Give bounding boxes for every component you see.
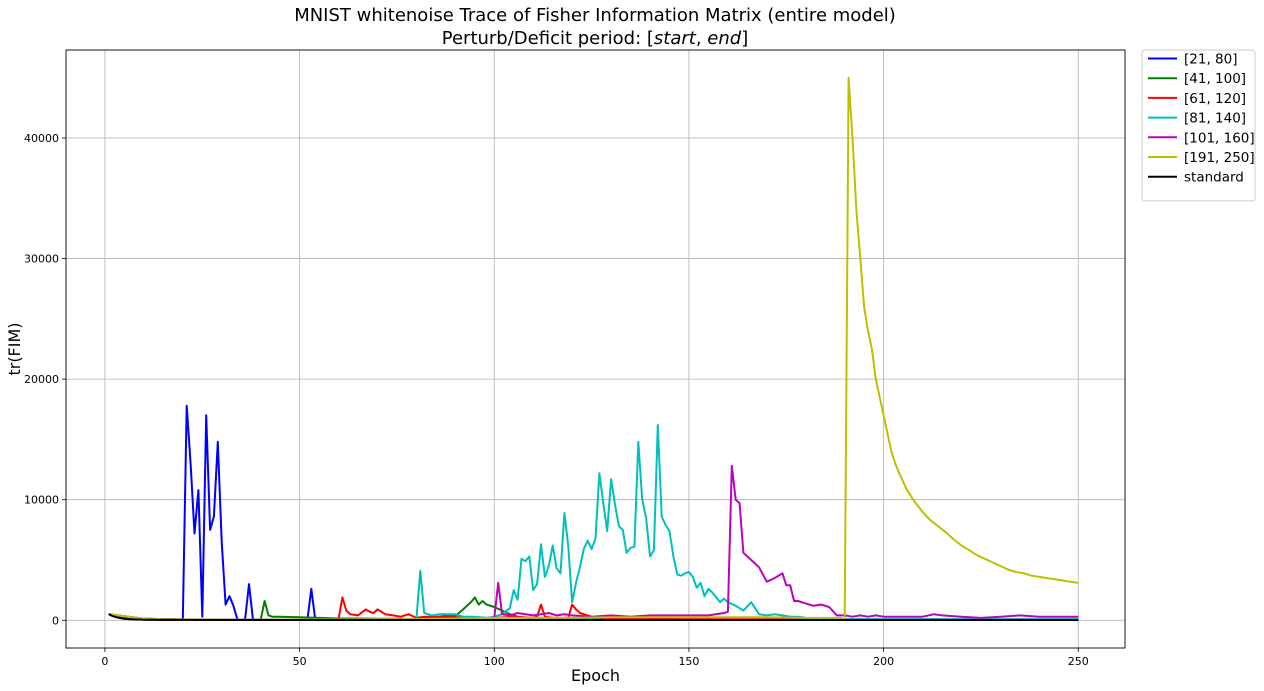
y-axis-label: tr(FIM) (5, 322, 24, 375)
x-axis: 0 50 100 150 200 250 (101, 648, 1089, 668)
x-tick-label: 100 (484, 655, 505, 668)
series-line-0 (108, 404, 495, 621)
legend-label: [81, 140] (1184, 111, 1246, 127)
series-line-3 (108, 424, 1079, 621)
y-tick-label: 40000 (24, 132, 59, 145)
x-tick-label: 50 (293, 655, 307, 668)
x-tick-label: 200 (873, 655, 894, 668)
x-tick-label: 250 (1068, 655, 1089, 668)
y-tick-label: 20000 (24, 373, 59, 386)
legend-label: standard (1184, 170, 1244, 186)
legend-label: [21, 80] (1184, 52, 1237, 68)
y-axis: 0 10000 20000 30000 40000 (24, 132, 66, 627)
x-tick-label: 0 (101, 655, 108, 668)
legend: [21, 80] [41, 100] [61, 120] [81, 140] [101,… (1141, 49, 1256, 202)
chart-title: MNIST whitenoise Trace of Fisher Informa… (294, 5, 896, 49)
legend-label: [191, 250] (1184, 150, 1255, 166)
x-tick-label: 150 (678, 655, 699, 668)
legend-label: [61, 120] (1184, 91, 1246, 107)
legend-box (1141, 49, 1256, 202)
x-axis-label: Epoch (571, 666, 620, 685)
title-line-1: MNIST whitenoise Trace of Fisher Informa… (294, 5, 896, 26)
series-line-6 (108, 613, 1079, 621)
legend-label: [41, 100] (1184, 71, 1246, 87)
y-tick-label: 30000 (24, 253, 59, 266)
plot-series (108, 76, 1079, 621)
y-tick-label: 10000 (24, 494, 59, 507)
series-line-4 (108, 464, 1079, 621)
title-line-2: Perturb/Deficit period: [start, end] (442, 28, 749, 49)
legend-label: [101, 160] (1184, 130, 1255, 146)
grid (66, 50, 1125, 648)
series-line-5 (108, 76, 1079, 621)
plot-frame (65, 49, 1126, 649)
y-tick-label: 0 (52, 614, 59, 627)
